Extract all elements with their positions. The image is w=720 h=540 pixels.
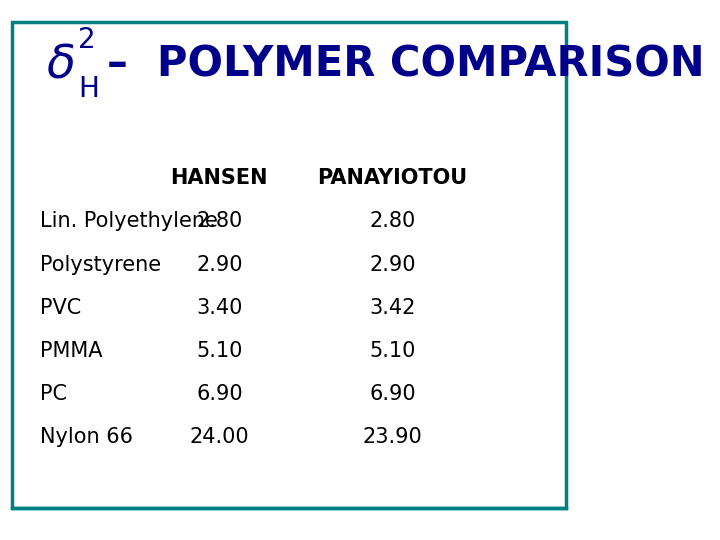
Text: 5.10: 5.10 xyxy=(369,341,415,361)
Text: 3.40: 3.40 xyxy=(196,298,243,318)
Text: $\delta$: $\delta$ xyxy=(46,42,75,87)
Text: 23.90: 23.90 xyxy=(363,427,423,448)
Text: 3.42: 3.42 xyxy=(369,298,415,318)
Text: 2.80: 2.80 xyxy=(369,211,415,232)
Text: 2.90: 2.90 xyxy=(196,254,243,275)
Text: PMMA: PMMA xyxy=(40,341,103,361)
Text: 5.10: 5.10 xyxy=(196,341,243,361)
Text: PANAYIOTOU: PANAYIOTOU xyxy=(318,168,467,188)
Text: H: H xyxy=(78,75,99,103)
Text: 24.00: 24.00 xyxy=(189,427,249,448)
Text: PC: PC xyxy=(40,384,68,404)
Text: 2.80: 2.80 xyxy=(196,211,243,232)
Text: –  POLYMER COMPARISON: – POLYMER COMPARISON xyxy=(107,44,704,86)
Text: HANSEN: HANSEN xyxy=(171,168,268,188)
Text: 2.90: 2.90 xyxy=(369,254,415,275)
Text: 2: 2 xyxy=(78,26,96,55)
Text: 6.90: 6.90 xyxy=(196,384,243,404)
Text: PVC: PVC xyxy=(40,298,81,318)
Text: Nylon 66: Nylon 66 xyxy=(40,427,133,448)
Text: Lin. Polyethylene: Lin. Polyethylene xyxy=(40,211,218,232)
Text: 6.90: 6.90 xyxy=(369,384,415,404)
Text: Polystyrene: Polystyrene xyxy=(40,254,161,275)
